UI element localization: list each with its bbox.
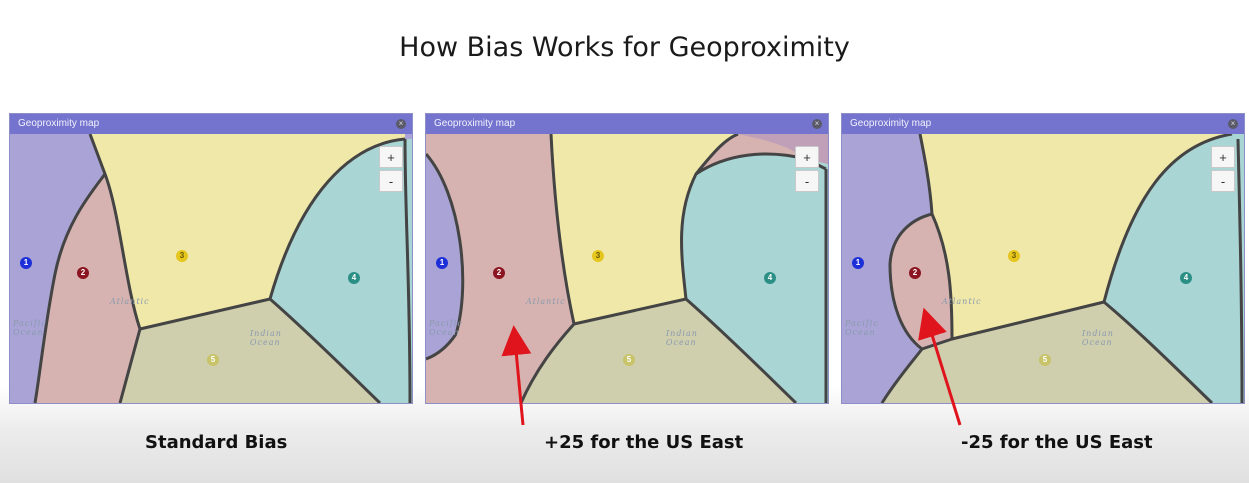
zoom-out-button[interactable]: - bbox=[1211, 170, 1235, 192]
region-marker-2[interactable]: 2 bbox=[77, 267, 89, 279]
caption-standard-bias: Standard Bias bbox=[145, 432, 288, 453]
region-marker-4[interactable]: 4 bbox=[1180, 272, 1192, 284]
ocean-label-pacific: Pacific Ocean bbox=[13, 319, 47, 337]
region-marker-2[interactable]: 2 bbox=[909, 267, 921, 279]
geoproximity-map-plus25[interactable]: Geoproximity map × + - 1 2 3 4 5 Pacific… bbox=[425, 113, 829, 404]
region-marker-3[interactable]: 3 bbox=[1008, 250, 1020, 262]
region-marker-2[interactable]: 2 bbox=[493, 267, 505, 279]
ocean-label-pacific: Pacific Ocean bbox=[429, 319, 463, 337]
close-icon[interactable]: × bbox=[1228, 119, 1238, 129]
geoproximity-map-standard[interactable]: Geoproximity map × + - 1 2 3 4 5 Pacific… bbox=[9, 113, 413, 404]
ocean-label-indian: Indian Ocean bbox=[1082, 329, 1114, 347]
zoom-out-button[interactable]: - bbox=[379, 170, 403, 192]
map-regions[interactable] bbox=[10, 134, 412, 403]
ocean-label-indian: Indian Ocean bbox=[666, 329, 698, 347]
map-regions[interactable] bbox=[842, 134, 1244, 403]
region-marker-1[interactable]: 1 bbox=[436, 257, 448, 269]
ocean-label-atlantic: Atlantic bbox=[942, 297, 982, 306]
slide-title: How Bias Works for Geoproximity bbox=[399, 32, 850, 63]
zoom-out-button[interactable]: - bbox=[795, 170, 819, 192]
ocean-label-pacific: Pacific Ocean bbox=[845, 319, 879, 337]
region-marker-1[interactable]: 1 bbox=[20, 257, 32, 269]
ocean-label-indian: Indian Ocean bbox=[250, 329, 282, 347]
panel-header-title: Geoproximity map bbox=[426, 114, 828, 134]
close-icon[interactable]: × bbox=[812, 119, 822, 129]
zoom-in-button[interactable]: + bbox=[1211, 146, 1235, 168]
geoproximity-map-minus25[interactable]: Geoproximity map × + - 1 2 3 4 5 Pacific… bbox=[841, 113, 1245, 404]
region-marker-1[interactable]: 1 bbox=[852, 257, 864, 269]
region-marker-3[interactable]: 3 bbox=[176, 250, 188, 262]
ocean-label-atlantic: Atlantic bbox=[110, 297, 150, 306]
region-marker-3[interactable]: 3 bbox=[592, 250, 604, 262]
ocean-label-atlantic: Atlantic bbox=[526, 297, 566, 306]
region-marker-5[interactable]: 5 bbox=[207, 354, 219, 366]
panel-header-title: Geoproximity map bbox=[842, 114, 1244, 134]
zoom-in-button[interactable]: + bbox=[379, 146, 403, 168]
region-marker-4[interactable]: 4 bbox=[348, 272, 360, 284]
zoom-in-button[interactable]: + bbox=[795, 146, 819, 168]
caption-plus25: +25 for the US East bbox=[544, 432, 744, 453]
panel-header-title: Geoproximity map bbox=[10, 114, 412, 134]
region-marker-5[interactable]: 5 bbox=[1039, 354, 1051, 366]
region-marker-4[interactable]: 4 bbox=[764, 272, 776, 284]
region-marker-5[interactable]: 5 bbox=[623, 354, 635, 366]
caption-minus25: -25 for the US East bbox=[961, 432, 1153, 453]
close-icon[interactable]: × bbox=[396, 119, 406, 129]
